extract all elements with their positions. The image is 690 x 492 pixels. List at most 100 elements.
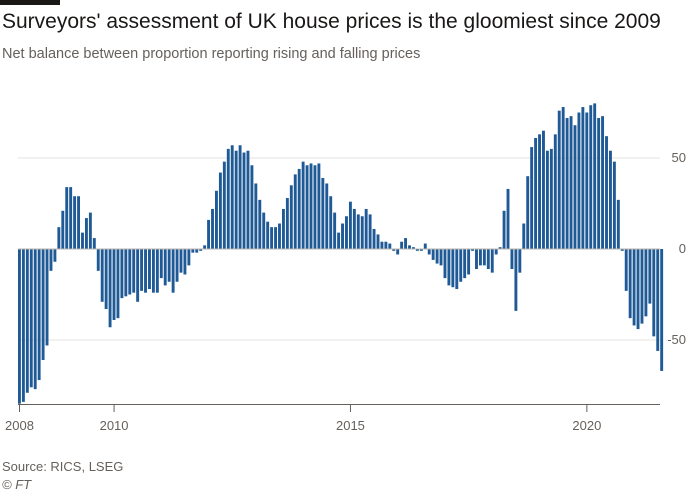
bar xyxy=(73,196,77,249)
bar xyxy=(392,249,396,251)
source-note: Source: RICS, LSEG xyxy=(2,459,124,474)
bar xyxy=(144,249,147,293)
bar xyxy=(136,249,140,302)
bar xyxy=(356,214,360,249)
bar xyxy=(81,232,84,249)
y-tick-label: -50 xyxy=(667,332,686,347)
bar xyxy=(309,163,313,249)
bar xyxy=(18,249,21,404)
bar xyxy=(116,249,120,319)
bar xyxy=(41,249,45,361)
ft-credit: © FT xyxy=(2,477,32,492)
bar xyxy=(372,228,376,249)
bar xyxy=(37,249,41,381)
bar xyxy=(289,185,293,249)
bar xyxy=(329,196,333,249)
bar xyxy=(337,232,341,249)
bar xyxy=(155,249,159,293)
bar xyxy=(140,249,144,291)
bar xyxy=(297,168,301,249)
bar xyxy=(199,249,203,251)
bar xyxy=(467,249,471,275)
bar xyxy=(593,103,597,250)
bar xyxy=(281,208,285,249)
bar xyxy=(270,227,274,249)
bar xyxy=(65,187,69,249)
bar xyxy=(33,249,37,390)
bar xyxy=(577,112,581,249)
bar xyxy=(293,174,297,249)
bar xyxy=(230,145,234,249)
bar xyxy=(656,249,660,351)
bar xyxy=(77,196,80,249)
bar xyxy=(427,249,431,255)
bar xyxy=(498,247,502,249)
bar xyxy=(620,249,624,251)
bar xyxy=(412,247,415,249)
bar xyxy=(53,249,57,262)
bar xyxy=(490,249,494,273)
bar xyxy=(396,249,400,255)
bar xyxy=(443,249,447,279)
bar xyxy=(538,134,541,249)
bar xyxy=(313,165,317,249)
bar xyxy=(423,243,427,249)
bar xyxy=(545,150,549,249)
bar xyxy=(179,249,183,273)
bar xyxy=(364,208,368,249)
bar xyxy=(502,210,506,249)
bar xyxy=(585,112,589,249)
bar xyxy=(534,137,538,249)
bar xyxy=(21,249,25,402)
bar xyxy=(408,245,411,249)
bar xyxy=(447,249,451,286)
bars xyxy=(18,103,664,404)
bar xyxy=(624,249,628,291)
bar xyxy=(175,249,179,282)
bar xyxy=(258,199,262,249)
bar xyxy=(640,249,644,324)
bar xyxy=(104,249,108,310)
bar xyxy=(203,245,207,249)
x-tick-label: 2008 xyxy=(5,418,34,433)
bar xyxy=(341,223,344,249)
bar xyxy=(191,249,195,253)
bar xyxy=(597,117,601,250)
bar xyxy=(549,148,553,249)
bar xyxy=(274,227,277,249)
bar xyxy=(616,199,620,249)
bar xyxy=(132,249,136,293)
bar xyxy=(285,198,289,249)
bar xyxy=(262,212,266,249)
bar xyxy=(352,208,356,249)
bar xyxy=(415,249,419,251)
bar xyxy=(124,249,128,297)
bar xyxy=(612,161,616,249)
bar xyxy=(301,161,305,249)
x-tick-label: 2020 xyxy=(572,418,601,433)
bar xyxy=(542,130,545,249)
bar xyxy=(514,249,518,311)
bar xyxy=(148,249,151,290)
bar xyxy=(305,165,309,249)
bar xyxy=(57,227,61,249)
bar xyxy=(112,249,116,320)
bar xyxy=(120,249,124,299)
bar xyxy=(419,249,423,251)
bar xyxy=(321,178,325,249)
bar xyxy=(100,249,104,302)
bar xyxy=(108,249,112,328)
bar xyxy=(92,238,96,249)
bar xyxy=(250,165,254,249)
bar xyxy=(573,125,577,249)
bar xyxy=(636,249,640,330)
bar xyxy=(187,249,191,266)
bar xyxy=(246,150,250,249)
bar xyxy=(652,249,656,337)
bar xyxy=(234,150,238,249)
bar xyxy=(29,249,33,388)
bar xyxy=(522,223,526,249)
bar xyxy=(84,218,88,249)
bar xyxy=(510,249,514,270)
